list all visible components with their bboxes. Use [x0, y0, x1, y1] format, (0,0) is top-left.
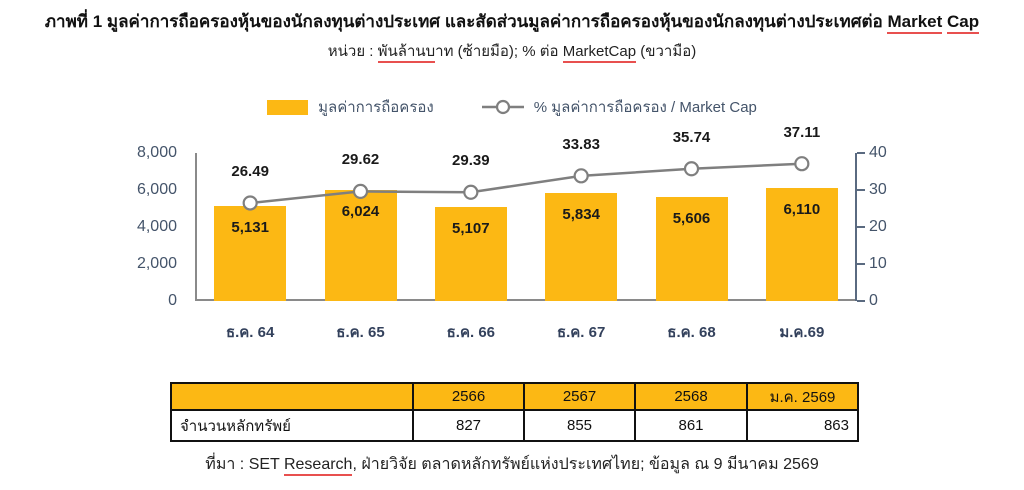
- bar-ม.ค.69: [765, 187, 838, 301]
- x-axis-label-5: ธ.ค. 68: [667, 324, 716, 341]
- line-series-marker-icon: [481, 99, 524, 115]
- left-axis-tick-label: 4,000: [136, 218, 177, 235]
- bar-value-label: 5,131: [231, 219, 269, 237]
- table-cell-2566: 827: [412, 409, 525, 442]
- line-value-label: 26.49: [231, 162, 269, 180]
- table-header-empty: [170, 382, 414, 411]
- table-row: จำนวนหลักทรัพย์ 827 855 861 863: [170, 409, 859, 442]
- bar-ธ.ค. 66: [434, 206, 507, 301]
- line-value-label: 29.62: [341, 151, 380, 169]
- line-series: [242, 156, 810, 211]
- title-marketcap-word2: Cap: [947, 12, 980, 34]
- bar-ธ.ค. 68: [655, 197, 728, 301]
- table-header-2566: 2566: [412, 382, 525, 411]
- table-header-row: 2566 2567 2568 ม.ค. 2569: [170, 382, 859, 411]
- bar-value-label: 5,834: [562, 206, 600, 224]
- source-research-underlined: Research: [283, 456, 353, 476]
- table-row-label: จำนวนหลักทรัพย์: [170, 409, 414, 442]
- right-axis-tick-mark: [857, 263, 865, 265]
- line-value-label: 37.11: [783, 123, 821, 141]
- bar-ธ.ค. 64: [214, 206, 287, 301]
- line-marker: [573, 168, 589, 184]
- line-marker: [683, 161, 700, 177]
- line-marker: [242, 195, 258, 211]
- left-axis-tick-label: 6,000: [136, 181, 177, 198]
- right-axis-tick-label: 20: [869, 218, 887, 235]
- title-marketcap-word1: Market: [887, 12, 943, 34]
- bar-value-label: 5,107: [452, 219, 490, 237]
- x-axis-label-4: ธ.ค. 67: [556, 324, 606, 341]
- subtitle-mid: (ซ้ายมือ); % ต่อ: [453, 43, 563, 60]
- subtitle-tail: (ขวามือ): [636, 43, 697, 60]
- figure-subtitle: หน่วย : พันล้านบาท (ซ้ายมือ); % ต่อ Mark…: [0, 39, 1024, 63]
- subtitle-marketcap-underlined: MarketCap: [562, 43, 637, 63]
- line-value-label: 29.39: [452, 152, 490, 170]
- left-axis-tick-label: 8,000: [136, 144, 177, 161]
- right-axis-line: [855, 153, 857, 301]
- table-cell-jan2569: 863: [746, 409, 859, 442]
- bar-value-label: 6,110: [783, 200, 821, 218]
- x-axis-label-2: ธ.ค. 65: [336, 324, 385, 341]
- line-marker: [794, 156, 810, 172]
- x-axis-label-6: ม.ค.69: [779, 324, 825, 341]
- left-axis-tick-label: 2,000: [136, 255, 177, 272]
- chart-legend: มูลค่าการถือครอง % มูลค่าการถือครอง / Ma…: [0, 96, 1024, 118]
- legend-bar-series: มูลค่าการถือครอง: [267, 95, 434, 119]
- right-axis-tick-mark: [857, 189, 865, 191]
- line-marker: [352, 183, 369, 200]
- line-value-label: 33.83: [562, 135, 600, 153]
- table-cell-2568: 861: [634, 409, 748, 442]
- line-marker: [463, 184, 479, 200]
- table-cell-2567: 855: [523, 409, 636, 442]
- bottom-axis-line: [195, 299, 857, 301]
- bar-ธ.ค. 67: [545, 193, 618, 301]
- source-suffix: , ฝ่ายวิจัย ตลาดหลักทรัพย์แห่งประเทศไทย;…: [352, 456, 819, 473]
- right-axis-tick-label: 40: [869, 144, 887, 161]
- right-axis-tick-mark: [857, 300, 865, 302]
- bar-value-label: 6,024: [341, 202, 380, 220]
- bar-value-label: 5,606: [672, 210, 711, 228]
- right-axis-tick-label: 10: [869, 255, 887, 272]
- table-header-2567: 2567: [523, 382, 636, 411]
- table-header-jan2569: ม.ค. 2569: [746, 382, 859, 411]
- source-prefix: ที่มา : SET: [205, 456, 284, 473]
- subtitle-unit-underlined: พันล้านบ: [377, 43, 436, 63]
- right-axis-tick-label: 30: [869, 181, 887, 198]
- securities-count-table: 2566 2567 2568 ม.ค. 2569 จำนวนหลักทรัพย์…: [170, 382, 859, 442]
- line-value-label: 35.74: [672, 128, 711, 146]
- left-axis-line: [195, 153, 197, 301]
- left-axis-tick-label: 0: [168, 292, 177, 309]
- figure-title-text: ภาพที่ 1 มูลค่าการถือครองหุ้นของนักลงทุน…: [44, 12, 888, 31]
- combo-chart: 8,000 6,000 4,000 2,000 0 40 30 20 10 0 5,131 ธ.ค. …: [136, 123, 887, 341]
- x-axis-label-3: ธ.ค. 66: [446, 324, 496, 341]
- x-axis-label-1: ธ.ค. 64: [225, 324, 275, 341]
- bar-series-swatch-icon: [267, 99, 309, 115]
- source-note: ที่มา : SET Research, ฝ่ายวิจัย ตลาดหลัก…: [0, 452, 1024, 477]
- subtitle-label: หน่วย :: [327, 43, 378, 60]
- figure-title: ภาพที่ 1 มูลค่าการถือครองหุ้นของนักลงทุน…: [0, 8, 1024, 35]
- table-header-2568: 2568: [634, 382, 748, 411]
- right-axis-tick-label: 0: [869, 292, 878, 309]
- legend-bar-label: มูลค่าการถือครอง: [318, 99, 434, 116]
- bar-ธ.ค. 65: [324, 189, 397, 301]
- right-axis-tick-mark: [857, 152, 865, 154]
- legend-line-series: % มูลค่าการถือครอง / Market Cap: [481, 95, 757, 119]
- subtitle-unit-tail: าท: [435, 43, 454, 60]
- legend-line-label: % มูลค่าการถือครอง / Market Cap: [533, 99, 757, 116]
- right-axis-tick-mark: [857, 226, 865, 228]
